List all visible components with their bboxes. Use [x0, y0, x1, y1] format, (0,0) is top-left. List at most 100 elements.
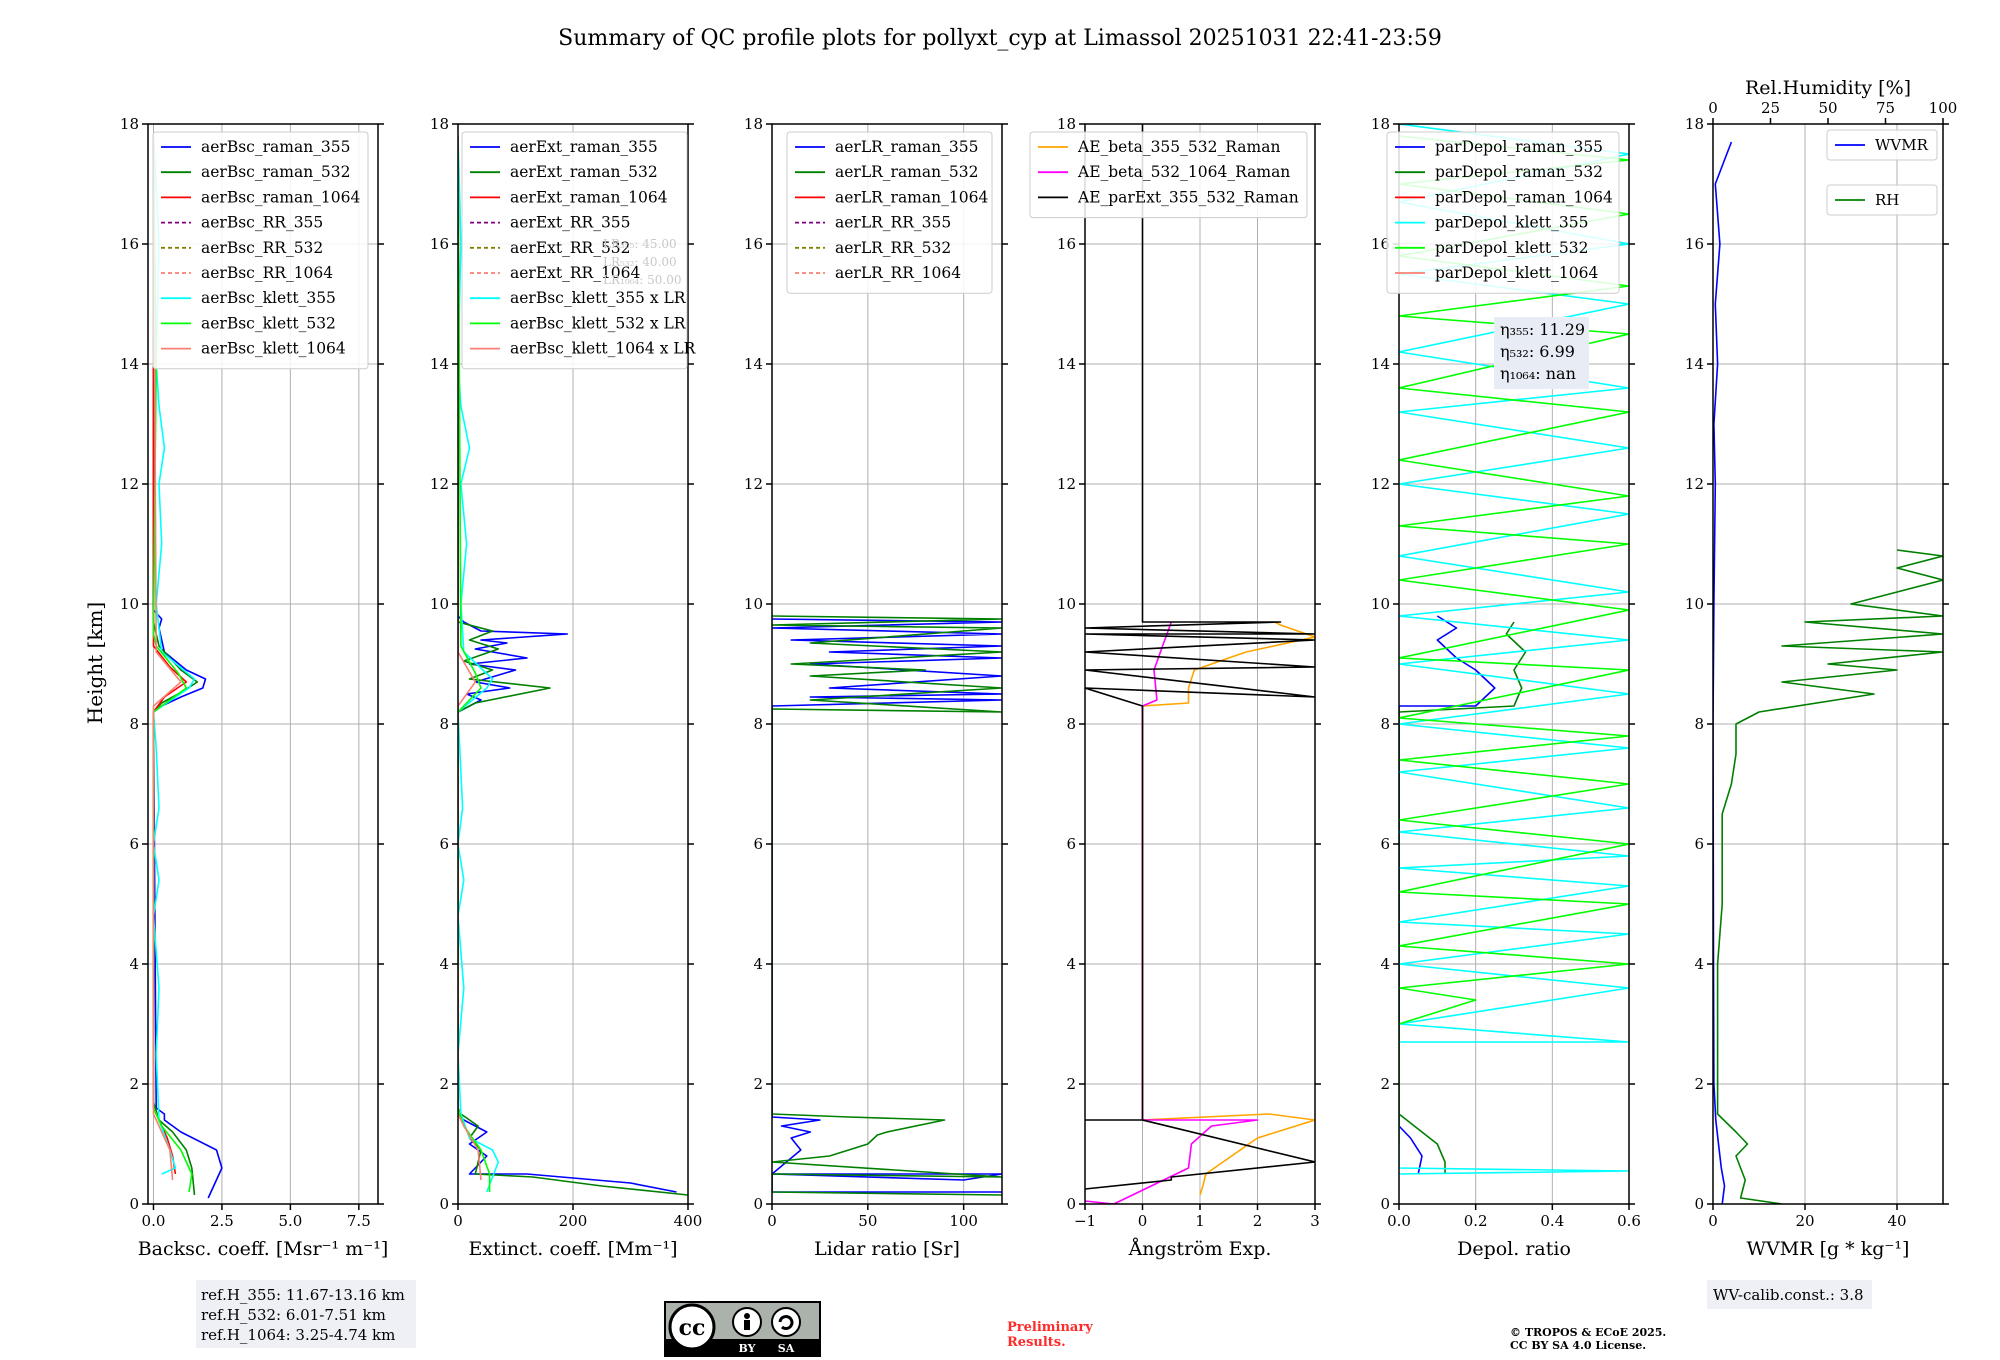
x-axis-label: Depol. ratio [1457, 1238, 1571, 1260]
y-tick-label: 14 [430, 355, 449, 373]
x-tick-label: 20 [1795, 1212, 1814, 1230]
y-tick-label: 0 [1694, 1195, 1704, 1213]
x-axis-label: Backsc. coeff. [Msr⁻¹ m⁻¹] [138, 1238, 389, 1260]
note-label: LR₃₅₅: 45.00 [603, 237, 677, 251]
y-tick-label: 2 [1066, 1075, 1076, 1093]
x-tick-label: 2.5 [210, 1212, 234, 1230]
note-label: LR₁₀₆₄: 50.00 [603, 273, 681, 287]
panel-depol: 0 2 4 6 8 10 12 14 16 18 0.0 0.2 0.4 0.6 Depol. ratio p… [1371, 115, 1641, 1260]
series-line-aerBsc_klett_355 x LR [458, 135, 500, 1193]
x-axis-label: WVMR [g * kg⁻¹] [1747, 1238, 1910, 1260]
y-tick-label: 14 [1057, 355, 1076, 373]
series-line-aerBsc_klett_532 [152, 135, 193, 1193]
y-tick-label: 12 [744, 475, 763, 493]
legend-label: AE_beta_532_1064_Raman [1077, 163, 1290, 181]
x-axis-label: Extinct. coeff. [Mm⁻¹] [468, 1238, 677, 1260]
legend-label: aerBsc_raman_532 [201, 163, 351, 181]
y-tick-label: 12 [1371, 475, 1390, 493]
by-person-body-icon [744, 1320, 750, 1330]
panel-frame [771, 123, 1003, 1205]
note-box [1494, 317, 1589, 389]
x-tick-label: 3 [1310, 1212, 1320, 1230]
legend-label: aerExt_raman_532 [510, 163, 658, 181]
legend-label: parDepol_klett_532 [1435, 239, 1588, 257]
legend-label: aerExt_RR_1064 [510, 264, 641, 282]
y-tick-label: 8 [753, 715, 763, 733]
y-tick-label: 2 [129, 1075, 139, 1093]
series-group [458, 135, 688, 1196]
legend-label: aerLR_raman_355 [835, 138, 978, 156]
y-tick-label: 18 [744, 115, 763, 133]
legend-label: parDepol_raman_1064 [1435, 188, 1613, 206]
y-tick-label: 12 [1057, 475, 1076, 493]
y-tick-label: 4 [753, 955, 763, 973]
legend-box [1029, 131, 1308, 219]
y-tick-label: 4 [1694, 955, 1704, 973]
y-tick-label: 18 [1685, 115, 1704, 133]
series-line-AE_parExt_355_532_Raman [1085, 124, 1315, 1190]
y-tick-label: 0 [753, 1195, 763, 1213]
y-tick-label: 8 [1694, 715, 1704, 733]
top-x-tick-label: 25 [1761, 99, 1780, 117]
series-line-aerBsc_klett_1064 x LR [458, 136, 482, 1181]
series-line-parDepol_klett_355 [1399, 124, 1629, 1175]
y-tick-label: 12 [430, 475, 449, 493]
legend-box [152, 131, 369, 370]
series-line-parDepol_raman_355 [1399, 615, 1496, 1175]
y-tick-label: 18 [120, 115, 139, 133]
ref-h-1064: ref.H_1064: 3.25-4.74 km [201, 1326, 395, 1344]
legend-box [1826, 184, 1938, 216]
series-line-RH [1716, 549, 1943, 1204]
wv-calib-text: WV-calib.const.: 3.8 [1713, 1286, 1864, 1304]
top-x-tick-label: 75 [1876, 99, 1895, 117]
y-tick-label: 14 [744, 355, 763, 373]
x-tick-label: 0.0 [142, 1212, 166, 1230]
legend-label: parDepol_raman_355 [1435, 138, 1603, 156]
top-x-axis-label: Rel.Humidity [%] [1745, 77, 1911, 99]
panel-lr: 0 2 4 6 8 10 12 14 16 18 0 50 100 Lidar ratio [Sr] aer… [744, 115, 1008, 1260]
x-tick-label: 2 [1253, 1212, 1263, 1230]
series-line-parDepol_raman_532 [1399, 621, 1527, 1174]
legend-label: parDepol_klett_355 [1435, 214, 1588, 232]
cc-circle-icon [668, 1303, 716, 1351]
y-tick-label: 6 [1694, 835, 1704, 853]
x-axis-label: Lidar ratio [Sr] [814, 1238, 960, 1260]
x-tick-label: 0.4 [1540, 1212, 1564, 1230]
x-tick-label: 1 [1195, 1212, 1205, 1230]
top-x-tick-label: 0 [1708, 99, 1718, 117]
x-axis-label: Ångström Exp. [1128, 1238, 1272, 1260]
panel-frame [1398, 123, 1630, 1205]
y-tick-label: 2 [1380, 1075, 1390, 1093]
sa-arrow-icon [778, 1315, 794, 1330]
legend-label: aerExt_raman_355 [510, 138, 658, 156]
cc-sa-text: SA [778, 1342, 795, 1355]
y-tick-label: 6 [1380, 835, 1390, 853]
legend-label: WVMR [1875, 136, 1929, 154]
y-tick-label: 16 [430, 235, 449, 253]
legend-label: parDepol_raman_532 [1435, 163, 1603, 181]
top-x-tick-label: 100 [1929, 99, 1958, 117]
x-tick-label: 50 [858, 1212, 877, 1230]
note-label: LR₅₃₂: 40.00 [603, 255, 677, 269]
legend-box [461, 131, 688, 370]
copyright-line: © TROPOS & ECoE 2025. [1510, 1326, 1666, 1339]
ref-h-532: ref.H_532: 6.01-7.51 km [201, 1306, 386, 1324]
y-tick-label: 8 [1380, 715, 1390, 733]
series-line-aerLR_raman_532 [772, 615, 1002, 1196]
y-tick-label: 6 [1066, 835, 1076, 853]
x-tick-label: 0 [1138, 1212, 1148, 1230]
legend-label: aerLR_RR_532 [835, 239, 951, 257]
series-line-aerExt_raman_355 [458, 136, 677, 1193]
ref-h-355: ref.H_355: 11.67-13.16 km [201, 1286, 405, 1304]
y-tick-label: 0 [439, 1195, 449, 1213]
y-tick-label: 6 [129, 835, 139, 853]
panel-ext: 0 2 4 6 8 10 12 14 16 18 0 200 400 Extinct. coeff. [M… [430, 115, 702, 1260]
y-axis-label: Height [km] [83, 602, 107, 724]
legend-label: aerBsc_RR_355 [201, 214, 323, 232]
legend-label: aerLR_raman_532 [835, 163, 978, 181]
y-tick-label: 8 [1066, 715, 1076, 733]
x-tick-label: 0 [1708, 1212, 1718, 1230]
y-tick-label: 0 [1066, 1195, 1076, 1213]
